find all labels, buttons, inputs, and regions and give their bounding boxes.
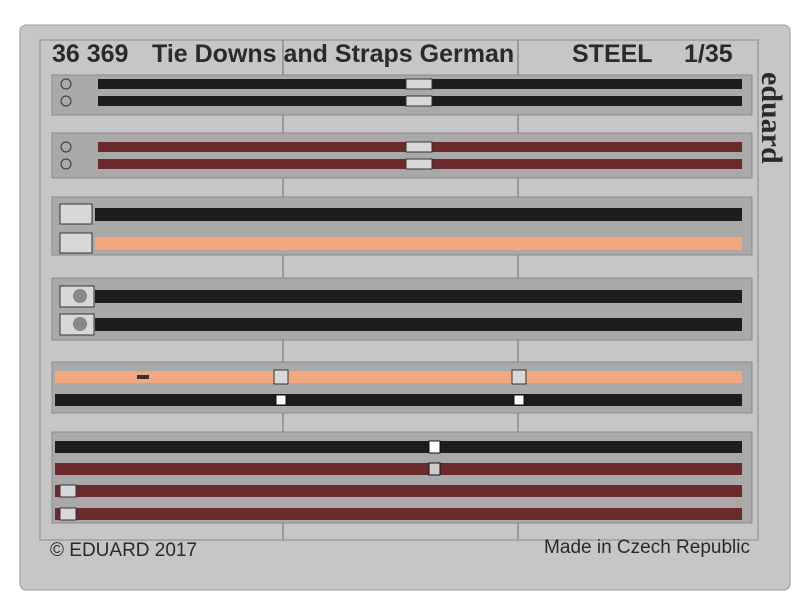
shape bbox=[60, 78, 72, 90]
shape bbox=[73, 317, 87, 331]
code: 36 369 bbox=[52, 40, 128, 68]
shape bbox=[428, 440, 441, 454]
shape bbox=[511, 369, 527, 385]
shape bbox=[405, 141, 433, 153]
brand: eduard bbox=[755, 72, 788, 164]
shape bbox=[51, 132, 753, 179]
shape bbox=[59, 203, 93, 225]
shape bbox=[59, 232, 93, 254]
scale: 1/35 bbox=[684, 40, 733, 68]
shape bbox=[95, 290, 742, 303]
shape bbox=[405, 95, 433, 107]
shape bbox=[428, 462, 441, 476]
shape bbox=[59, 484, 77, 498]
panel-1 bbox=[51, 74, 753, 116]
shape bbox=[59, 507, 77, 521]
frame bbox=[39, 39, 759, 541]
shape bbox=[73, 289, 87, 303]
shape bbox=[60, 95, 72, 107]
origin: Made in Czech Republic bbox=[544, 537, 750, 558]
shape bbox=[60, 158, 72, 170]
shape bbox=[513, 394, 525, 406]
shape bbox=[95, 208, 742, 221]
material: STEEL bbox=[572, 40, 653, 68]
shape bbox=[55, 485, 742, 497]
shape bbox=[405, 158, 433, 170]
panel-2 bbox=[51, 132, 753, 179]
shape bbox=[275, 394, 287, 406]
shape bbox=[137, 375, 149, 379]
copyright: © EDUARD 2017 bbox=[50, 540, 197, 561]
shape bbox=[273, 369, 289, 385]
shape bbox=[55, 463, 742, 475]
shape bbox=[55, 508, 742, 520]
shape bbox=[55, 371, 742, 383]
panel-5 bbox=[51, 361, 753, 414]
shape bbox=[55, 394, 742, 406]
panel-6 bbox=[51, 431, 753, 524]
shape bbox=[95, 318, 742, 331]
title: Tie Downs and Straps German bbox=[152, 40, 514, 68]
shape bbox=[95, 237, 742, 250]
shape bbox=[55, 441, 742, 453]
panel-3 bbox=[51, 196, 753, 256]
shape bbox=[60, 141, 72, 153]
panel-4 bbox=[51, 277, 753, 341]
shape bbox=[405, 78, 433, 90]
